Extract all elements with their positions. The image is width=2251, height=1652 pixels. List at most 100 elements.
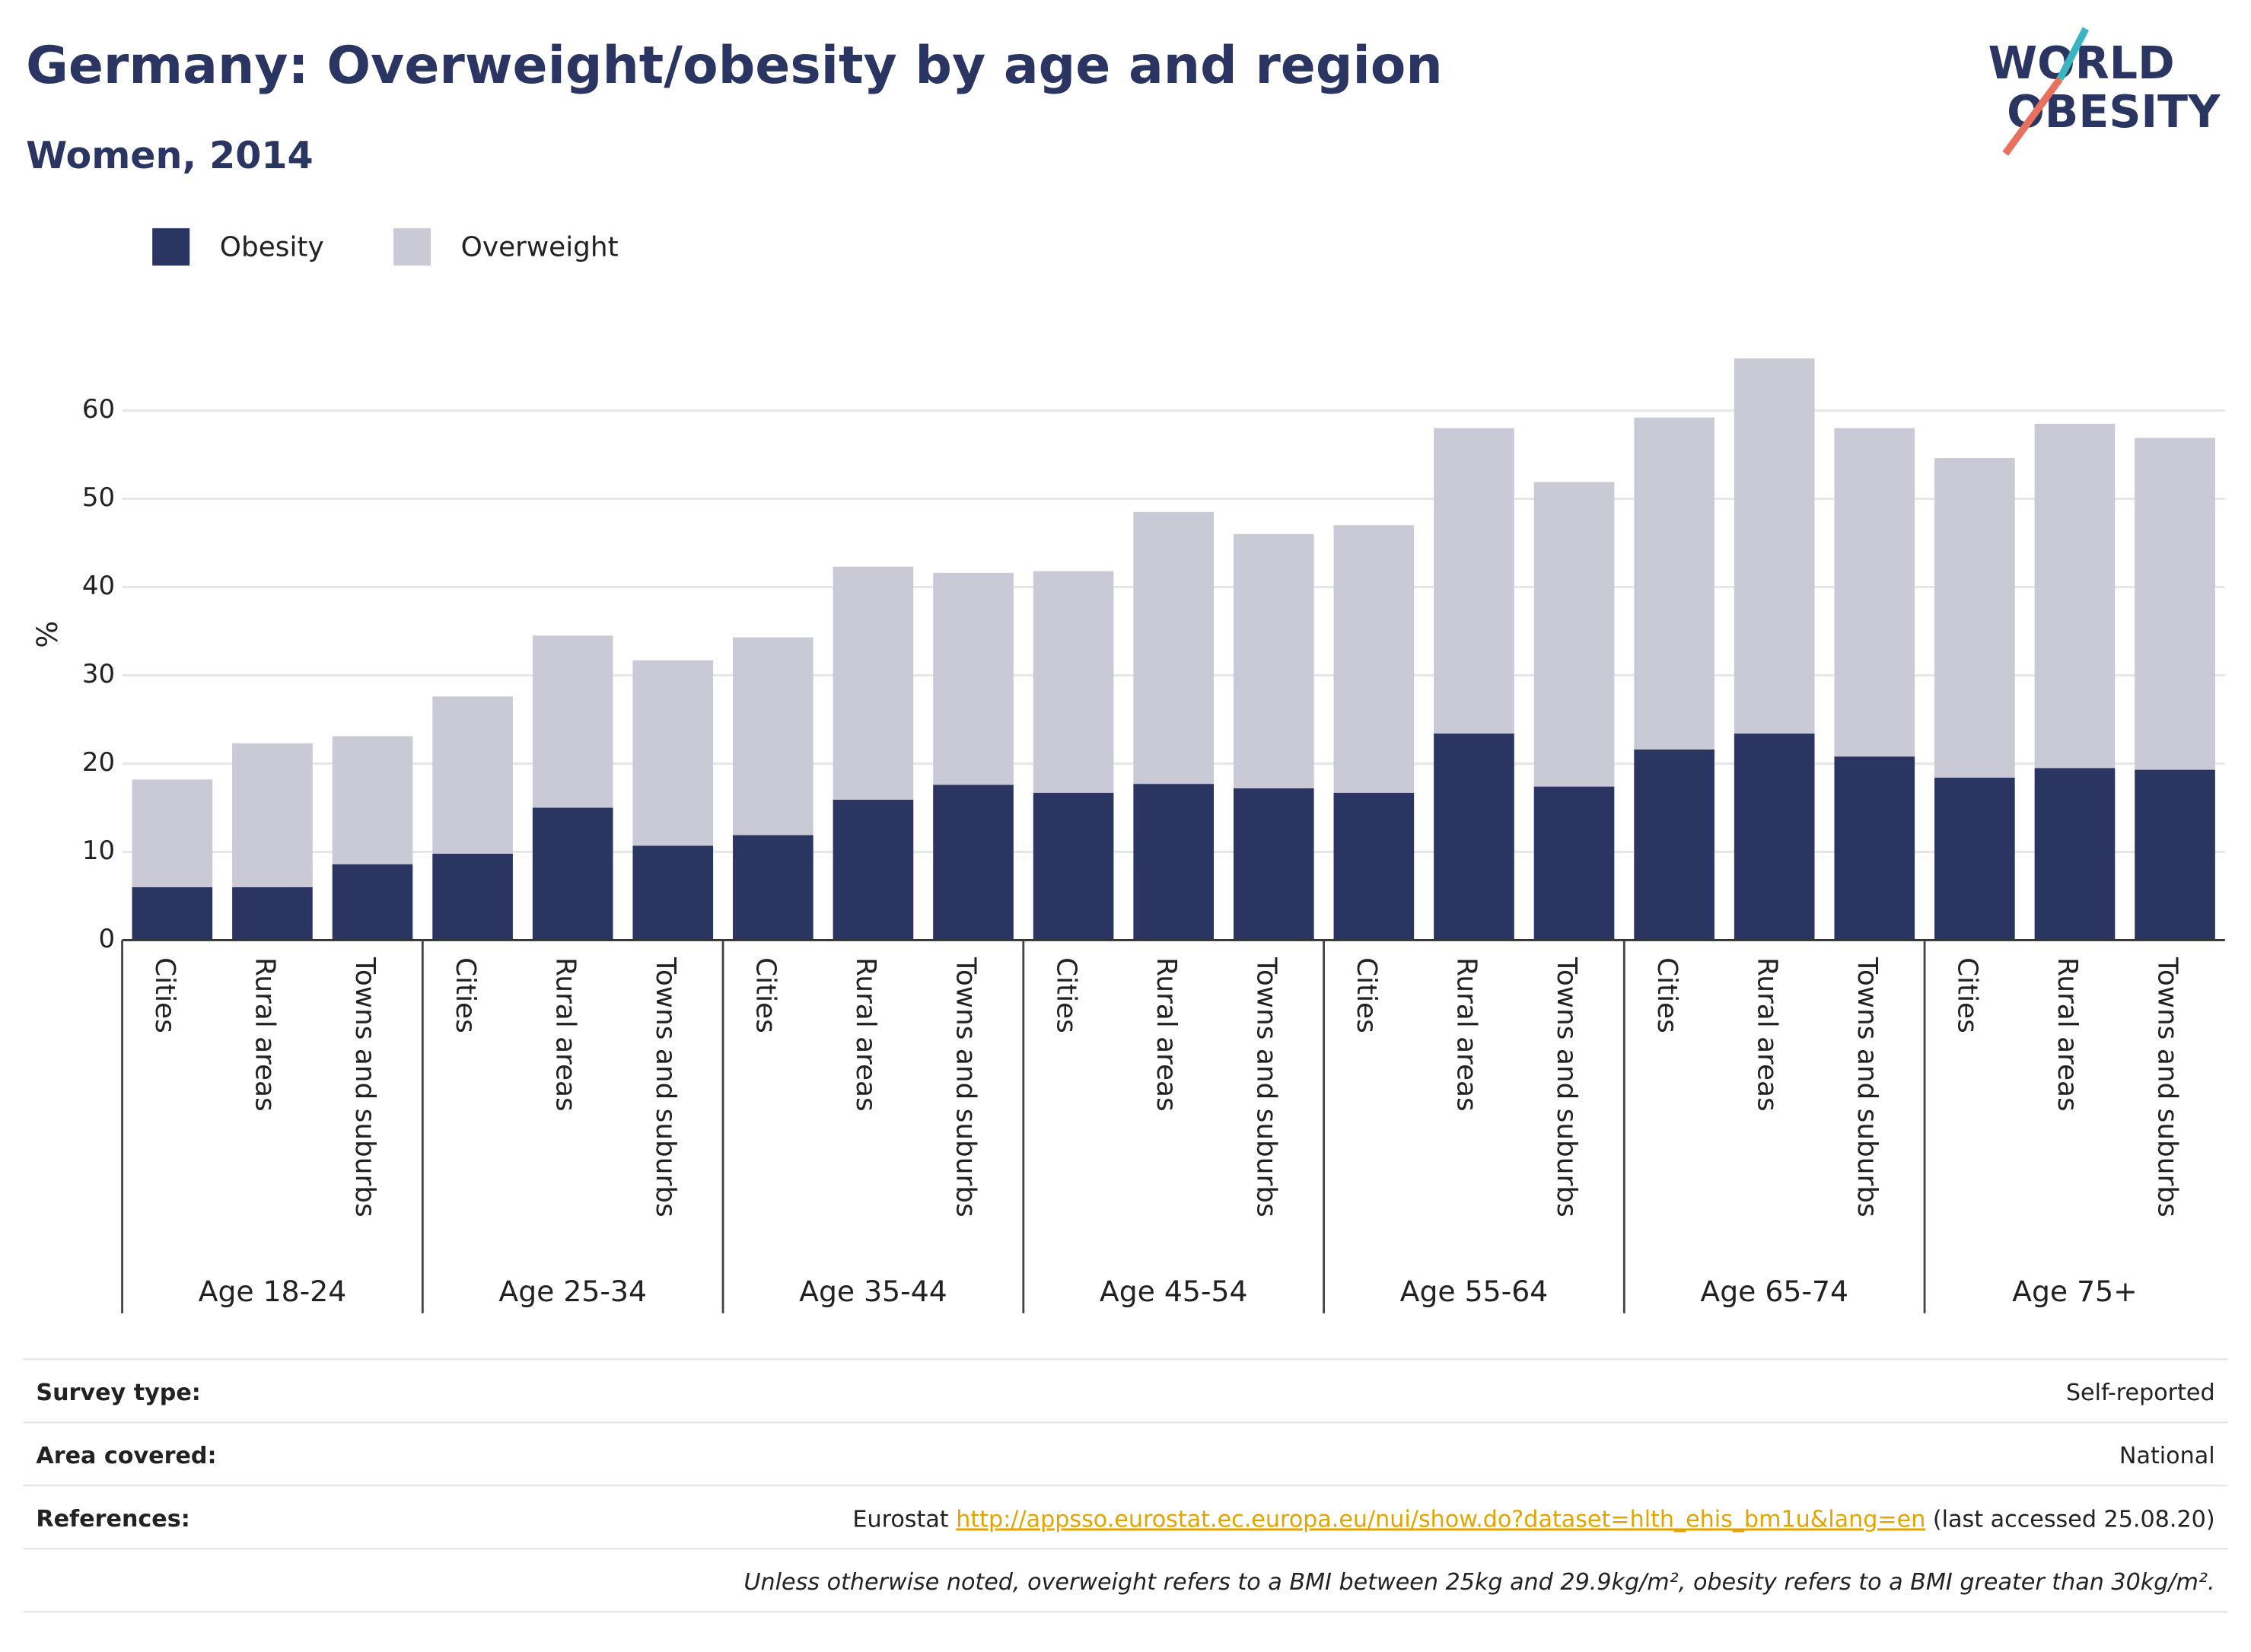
group-label: Age 35-44 (799, 1275, 947, 1308)
y-tick-label: 0 (99, 924, 116, 954)
x-tick-label: Cities (450, 957, 481, 1033)
group-label: Age 25-34 (498, 1275, 647, 1308)
bar-segment (1233, 788, 1314, 941)
bar-segment (632, 845, 714, 941)
bar-segment (1333, 792, 1415, 941)
x-tick-label: Rural areas (2052, 957, 2083, 1112)
x-tick-label: Cities (1651, 957, 1683, 1033)
y-axis-label: % (30, 621, 64, 648)
bar-segment (332, 864, 413, 941)
y-tick-label: 60 (82, 394, 115, 425)
group-label: Age 65-74 (1700, 1275, 1848, 1308)
group-label: Age 75+ (2012, 1275, 2138, 1308)
bar-segment (1634, 417, 1715, 750)
legend-swatch (152, 228, 190, 266)
legend-swatch (393, 228, 431, 266)
chart-subtitle: Women, 2014 (26, 133, 313, 177)
bar-segment (933, 785, 1014, 941)
bar-segment (1934, 778, 2015, 941)
x-tick-label: Towns and suburbs (1250, 957, 1282, 1218)
bar-segment (2135, 438, 2215, 770)
row-label: Survey type: (36, 1380, 201, 1406)
row-value: Self-reported (2066, 1380, 2215, 1406)
x-tick-label: Rural areas (1751, 957, 1782, 1112)
bar-segment (1333, 525, 1415, 793)
bar-segment (733, 835, 813, 941)
logo-slash (2002, 76, 2063, 156)
y-tick-label: 30 (82, 659, 115, 689)
x-tick-label: Towns and suburbs (349, 957, 380, 1218)
bar-segment (1133, 784, 1215, 941)
bar-segment (2034, 423, 2116, 769)
x-tick-label: Rural areas (850, 957, 881, 1112)
logo: WORLD OBESITY (1988, 27, 2221, 156)
group-label: Age 18-24 (199, 1275, 347, 1308)
bar-segment (1434, 734, 1514, 941)
bar-segment (1033, 792, 1114, 941)
bar-segment (332, 736, 413, 864)
bar-segment (1734, 358, 1815, 734)
legend-label: Obesity (220, 231, 324, 263)
note: Unless otherwise noted, overweight refer… (743, 1569, 2214, 1596)
legend-label: Overweight (461, 231, 619, 263)
x-tick-label: Cities (750, 957, 782, 1033)
bar-segment (933, 572, 1014, 785)
y-tick-label: 20 (82, 747, 115, 778)
x-tick-label: Towns and suburbs (1551, 957, 1582, 1218)
source: Eurostat (852, 1506, 948, 1533)
bar-segment (232, 743, 313, 887)
bar-segment (1033, 571, 1114, 793)
y-tick-label: 40 (82, 571, 115, 601)
bar-segment (1434, 428, 1514, 734)
group-label: Age 45-54 (1100, 1275, 1248, 1308)
group-label: Age 55-64 (1400, 1275, 1549, 1308)
bar-segment (1533, 786, 1615, 941)
x-tick-label: Cities (1351, 957, 1382, 1033)
y-tick-label: 10 (82, 836, 115, 866)
bar-segment (1533, 482, 1615, 787)
bar-segment (1734, 734, 1815, 941)
x-tick-label: Rural areas (250, 957, 281, 1112)
bar-segment (833, 566, 914, 801)
bar-segment (132, 779, 213, 887)
x-tick-label: Rural areas (1151, 957, 1182, 1112)
row-label: Area covered: (36, 1443, 216, 1469)
bar-segment (2034, 768, 2116, 941)
x-tick-label: Towns and suburbs (2152, 957, 2183, 1218)
logo-text: WORLD (1988, 37, 2175, 89)
bar-segment (1233, 533, 1314, 788)
y-tick-label: 50 (82, 482, 115, 513)
link[interactable]: http://appsso.eurostat.ec.europa.eu/nui/… (956, 1506, 1925, 1533)
row-value: National (2119, 1443, 2215, 1469)
row-label: References: (36, 1506, 189, 1533)
accessed: (last accessed 25.08.20) (1933, 1506, 2215, 1533)
bar-segment (1133, 511, 1215, 785)
bar-segment (432, 853, 513, 941)
x-tick-label: Rural areas (549, 957, 581, 1112)
bar-segment (833, 800, 914, 941)
bar-segment (1834, 756, 1915, 941)
bar-segment (432, 696, 513, 854)
bar-segment (1634, 749, 1715, 941)
x-tick-label: Towns and suburbs (1851, 957, 1883, 1218)
bar-segment (632, 660, 714, 846)
bar-segment (232, 886, 313, 941)
x-tick-label: Cities (149, 957, 180, 1033)
chart-title: Germany: Overweight/obesity by age and r… (26, 36, 1443, 96)
x-tick-label: Cities (1952, 957, 1983, 1033)
bar-segment (532, 635, 613, 808)
bar-segment (1934, 458, 2015, 778)
x-tick-label: Towns and suburbs (950, 957, 982, 1218)
references: Eurostat http://appsso.eurostat.ec.europ… (852, 1506, 2214, 1533)
bar-segment (132, 886, 213, 941)
bar-segment (733, 637, 813, 836)
x-tick-label: Rural areas (1451, 957, 1482, 1112)
x-tick-label: Cities (1050, 957, 1081, 1033)
logo-slash (2056, 27, 2090, 81)
logo-text: OBESITY (2007, 86, 2221, 138)
x-tick-label: Towns and suburbs (650, 957, 681, 1218)
bar-segment (1834, 428, 1915, 757)
bar-segment (532, 807, 613, 941)
bar-segment (2135, 769, 2215, 941)
